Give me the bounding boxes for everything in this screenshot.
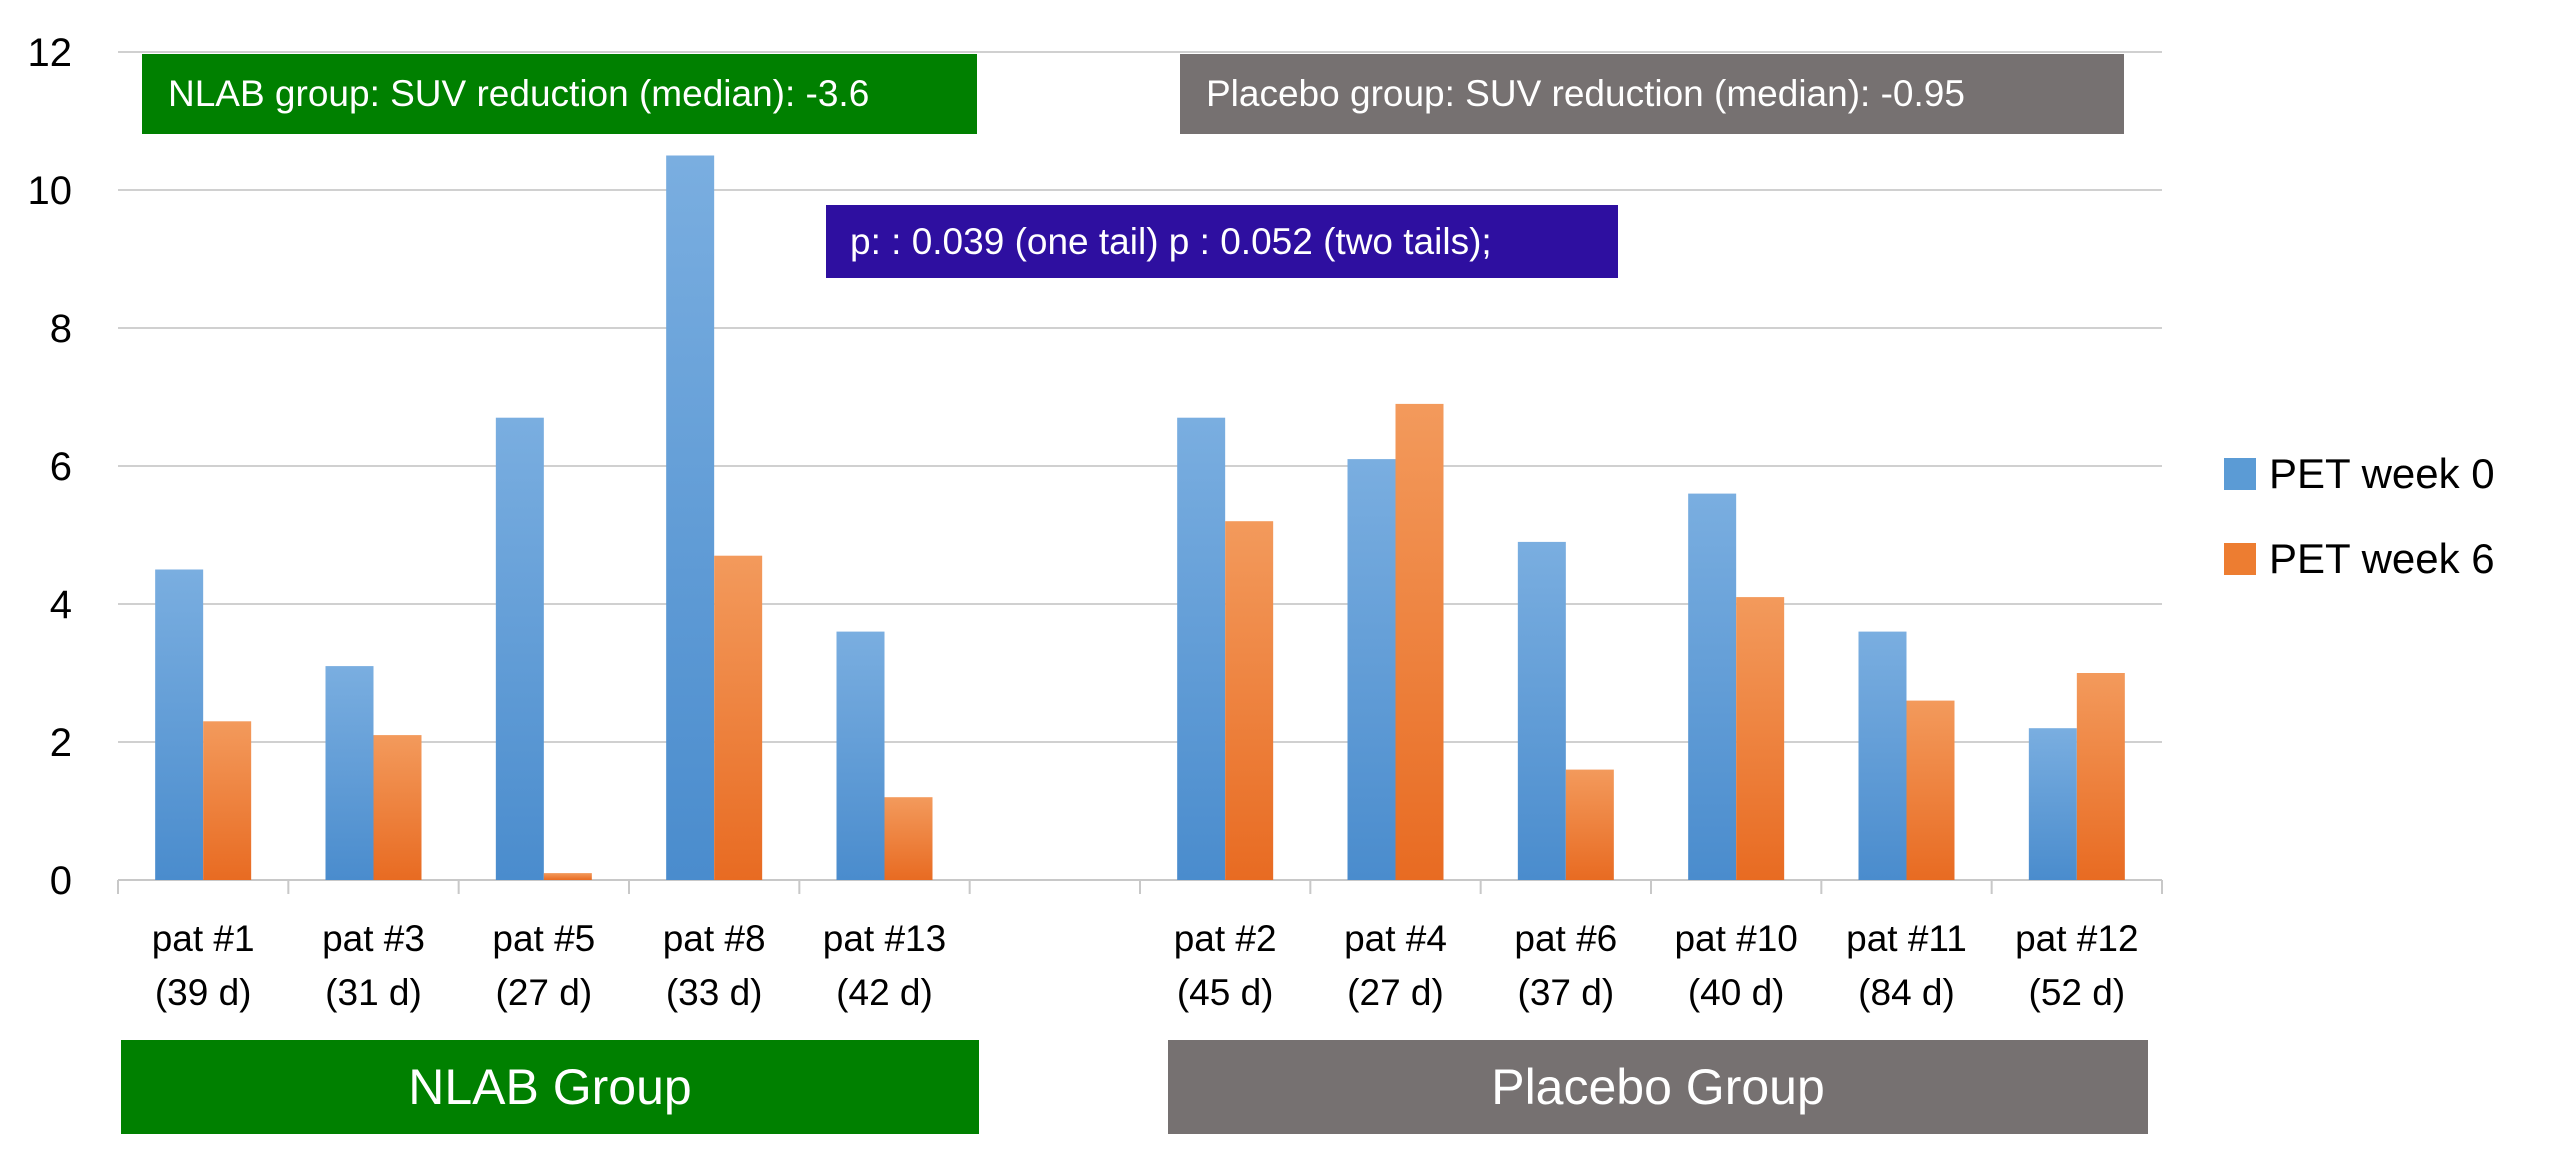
- legend: PET week 0 PET week 6: [2224, 450, 2495, 582]
- legend-label: PET week 0: [2269, 450, 2495, 497]
- bars: [155, 155, 2125, 880]
- y-tick-label: 12: [28, 31, 73, 75]
- x-category-label: (52 d): [2029, 972, 2126, 1013]
- x-axis: pat #1 (39 d) pat #3 (31 d) pat #5 (27 d) pat …: [117, 880, 2163, 1013]
- p-value-annotation: p: : 0.039 (one tail) p : 0.052 (two tai…: [826, 205, 1618, 278]
- bar-week6: [1736, 597, 1785, 880]
- y-tick-label: 10: [28, 169, 73, 213]
- bar-week0: [666, 155, 715, 880]
- bar-week0: [155, 569, 204, 880]
- y-tick-label: 0: [50, 859, 72, 903]
- x-category-label: pat #2: [1174, 918, 1277, 959]
- placebo-annotation: Placebo group: SUV reduction (median): -…: [1180, 54, 2124, 134]
- x-category-label: (40 d): [1688, 972, 1785, 1013]
- x-category-label: pat #4: [1344, 918, 1447, 959]
- x-category-label: pat #11: [1846, 918, 1967, 959]
- y-tick-label: 2: [50, 721, 72, 765]
- bar-week0: [1347, 459, 1396, 880]
- bar-week6: [2076, 673, 2125, 880]
- y-tick-label: 4: [50, 583, 72, 627]
- bar-week6: [1225, 521, 1274, 880]
- bar-week0: [1177, 417, 1226, 880]
- bar-week6: [543, 873, 592, 880]
- y-tick-label: 8: [50, 307, 72, 351]
- x-category-label: pat #8: [663, 918, 766, 959]
- x-category-label: (39 d): [155, 972, 252, 1013]
- legend-swatch: [2224, 543, 2256, 575]
- bar-week0: [1688, 493, 1737, 880]
- x-category-label: pat #10: [1674, 918, 1797, 959]
- x-category-label: pat #13: [823, 918, 946, 959]
- placebo-group-label: Placebo Group: [1168, 1040, 2148, 1134]
- bar-week6: [1565, 769, 1614, 880]
- gridlines: [118, 51, 2162, 881]
- x-category-label: (45 d): [1177, 972, 1274, 1013]
- x-category-label: (84 d): [1858, 972, 1955, 1013]
- bar-week6: [1395, 403, 1444, 880]
- bar-week6: [203, 721, 252, 880]
- x-category-label: (33 d): [666, 972, 763, 1013]
- x-category-label: (37 d): [1518, 972, 1615, 1013]
- bar-week0: [1517, 541, 1566, 880]
- x-category-label: (27 d): [1347, 972, 1444, 1013]
- bar-week6: [373, 735, 422, 880]
- legend-label: PET week 6: [2269, 535, 2495, 582]
- bar-week6: [714, 555, 763, 880]
- bar-week6: [884, 797, 933, 880]
- bar-week0: [836, 631, 885, 880]
- x-category-label: (27 d): [496, 972, 593, 1013]
- y-axis: 0 2 4 6 8 10 12: [28, 31, 73, 903]
- nlab-group-label: NLAB Group: [121, 1040, 979, 1134]
- x-category-label: (42 d): [836, 972, 933, 1013]
- nlab-annotation: NLAB group: SUV reduction (median): -3.6: [142, 54, 977, 134]
- y-tick-label: 6: [50, 445, 72, 489]
- bar-week0: [1858, 631, 1907, 880]
- x-category-label: (31 d): [325, 972, 422, 1013]
- x-category-label: pat #5: [492, 918, 595, 959]
- bar-week0: [495, 417, 544, 880]
- bar-week0: [2028, 728, 2077, 880]
- x-category-label: pat #6: [1514, 918, 1617, 959]
- x-category-label: pat #3: [322, 918, 425, 959]
- x-category-label: pat #1: [152, 918, 255, 959]
- legend-swatch: [2224, 458, 2256, 490]
- x-category-label: pat #12: [2015, 918, 2138, 959]
- bar-week6: [1906, 700, 1955, 880]
- bar-week0: [325, 666, 374, 880]
